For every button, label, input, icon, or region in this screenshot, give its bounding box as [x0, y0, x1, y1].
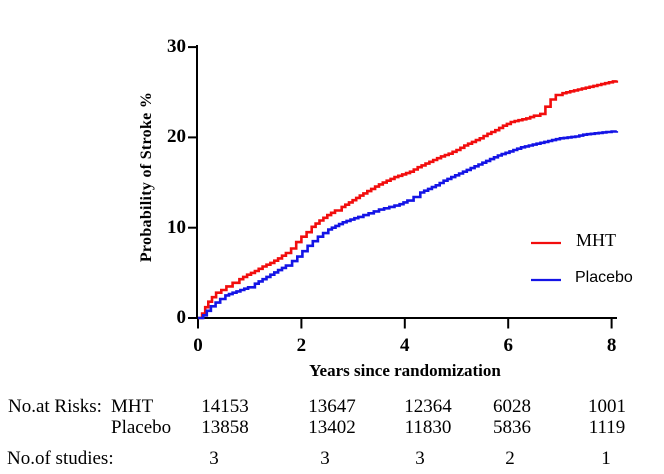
x-tick-label: 2 — [296, 335, 307, 356]
x-tick-label: 6 — [503, 335, 513, 356]
risk-value: 1119 — [588, 417, 626, 438]
legend-label-placebo: Placebo — [575, 269, 633, 286]
studies-value: 3 — [320, 448, 330, 469]
x-tick-label: 0 — [193, 335, 203, 356]
risk-row-label-placebo: Placebo — [111, 417, 172, 438]
legend-label-mht: MHT — [576, 230, 616, 250]
risk-value: 14153 — [201, 396, 249, 417]
axis-ticks — [188, 46, 613, 329]
x-tick-label: 8 — [606, 335, 617, 356]
y-tick-label: 20 — [167, 126, 186, 148]
y-tick-label: 10 — [167, 216, 186, 238]
risk-value: 1001 — [588, 396, 626, 417]
risk-value: 11830 — [404, 417, 452, 438]
studies-value: 1 — [601, 448, 611, 469]
risk-value: 13402 — [308, 417, 356, 438]
risk-table-title: No.at Risks: — [8, 396, 102, 417]
studies-value: 3 — [415, 448, 425, 469]
risk-value: 13647 — [308, 396, 356, 417]
risk-value: 13858 — [201, 417, 249, 438]
mht-curve — [198, 80, 619, 320]
risk-value: 5836 — [493, 417, 531, 438]
x-axis-title: Years since randomization — [309, 361, 501, 380]
risk-row-label-mht: MHT — [111, 396, 154, 417]
studies-row-label: No.of studies: — [7, 448, 114, 469]
x-tick-label: 4 — [400, 335, 410, 356]
risk-value: 12364 — [404, 396, 452, 417]
studies-value: 2 — [505, 448, 515, 469]
studies-value: 3 — [209, 448, 219, 469]
y-tick-label: 30 — [167, 36, 186, 58]
y-tick-label: 0 — [176, 307, 187, 328]
placebo-curve — [198, 130, 619, 320]
risk-value: 6028 — [493, 396, 531, 417]
